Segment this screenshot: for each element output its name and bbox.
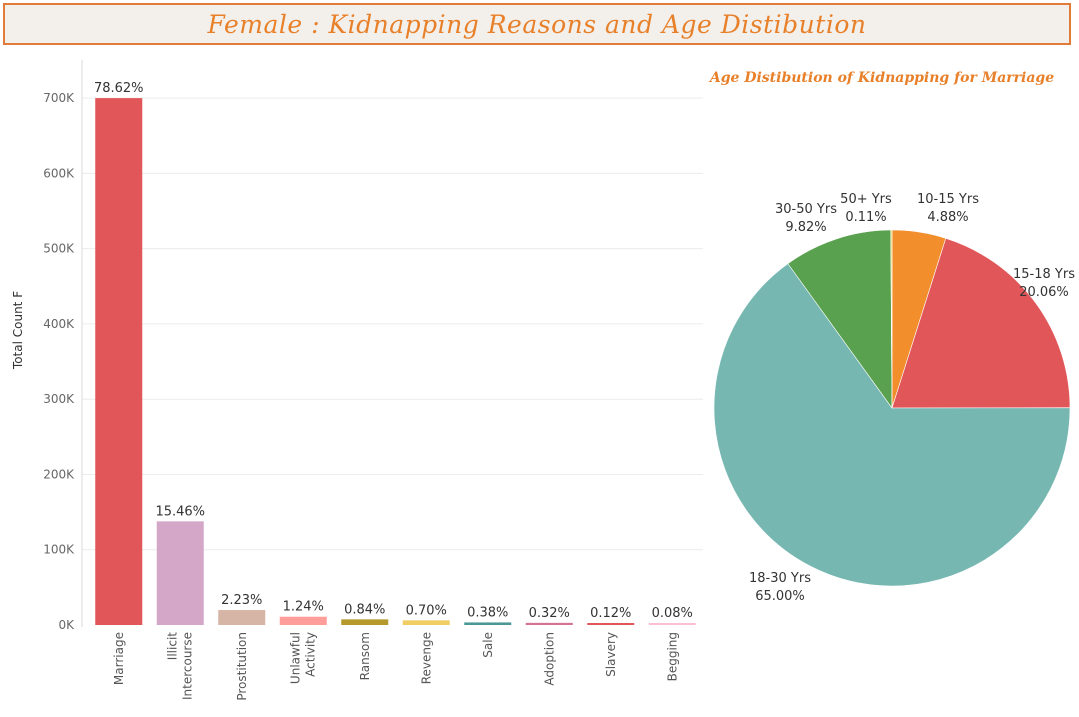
pie-slice[interactable]: [891, 237, 1071, 409]
bar-data-label: 0.70%: [406, 603, 447, 618]
bar[interactable]: [279, 616, 327, 625]
bar-y-tick-label: 300K: [43, 392, 75, 406]
bar-y-tick-label: 0K: [58, 618, 75, 632]
bar-data-label: 0.84%: [344, 602, 385, 617]
bar-category-label: Ransom: [358, 632, 372, 680]
bar[interactable]: [648, 623, 696, 625]
pie-slice-percent: 0.11%: [845, 210, 886, 225]
pie-slice-percent: 9.82%: [785, 220, 826, 235]
bar[interactable]: [156, 521, 204, 625]
pie-slice[interactable]: [713, 263, 1071, 587]
bar-data-label: 15.46%: [155, 504, 205, 519]
bar-series: 78.62% 15.46% 2.23% 1.24% 0.84% 0.70% 0.38% 0.3…: [94, 81, 696, 626]
bar-y-tick-label: 400K: [43, 317, 75, 331]
bar-category-label: Slavery: [604, 632, 618, 677]
bar[interactable]: [464, 622, 512, 625]
bar-y-axis-title: Total Count F: [11, 291, 25, 370]
bar-data-label: 0.32%: [529, 606, 570, 621]
bar-y-axis: 0K 100K 200K 300K 400K 500K 600K 700K: [43, 60, 83, 632]
bar-data-label: 78.62%: [94, 81, 144, 96]
bar-category-label: Unlawful: [288, 632, 302, 684]
bar-x-axis: Marriage Illicit Intercourse Prostitution Un…: [112, 632, 680, 701]
bar-data-label: 0.38%: [467, 605, 508, 620]
bar-chart: 0K 100K 200K 300K 400K 500K 600K 700K Total Cou…: [11, 60, 703, 701]
pie-slice-name: 10-15 Yrs: [917, 192, 979, 207]
bar-data-label: 2.23%: [221, 593, 262, 608]
pie-slice-percent: 4.88%: [927, 210, 968, 225]
bar-gridlines: [82, 97, 703, 551]
pie-slice[interactable]: [891, 229, 947, 409]
bar-category-label: Revenge: [419, 632, 433, 684]
bar-data-label: 1.24%: [283, 600, 324, 615]
pie-slice-percent: 20.06%: [1019, 285, 1069, 300]
bar-y-tick-label: 100K: [43, 543, 75, 557]
pie-slices: [713, 229, 1071, 587]
bar[interactable]: [341, 619, 389, 625]
bar-data-label: 0.08%: [652, 606, 693, 621]
bar-category-label: Prostitution: [235, 632, 249, 701]
bar[interactable]: [95, 98, 143, 626]
pie-slice-name: 15-18 Yrs: [1013, 267, 1075, 282]
pie-labels: 10-15 Yrs 4.88% 15-18 Yrs 20.06% 18-30 Yrs 65…: [749, 192, 1075, 604]
bar-category-label: Illicit: [165, 632, 179, 660]
bar-y-tick-label: 600K: [43, 166, 75, 180]
bar-category-label: Adoption: [542, 632, 556, 686]
bar-category-label: Marriage: [112, 632, 126, 685]
pie-slice[interactable]: [787, 229, 893, 409]
bar-category-label: Sale: [481, 632, 495, 658]
bar-y-tick-label: 700K: [43, 91, 75, 105]
bar[interactable]: [402, 620, 450, 625]
dashboard-title: Female : Kidnapping Reasons and Age Dist…: [207, 9, 867, 39]
bar-category-label: Activity: [303, 632, 317, 677]
bar[interactable]: [218, 610, 266, 625]
bar[interactable]: [525, 622, 573, 625]
bar-category-label: Begging: [665, 632, 679, 681]
bar-category-label: Intercourse: [180, 632, 194, 700]
bar-y-tick-label: 200K: [43, 467, 75, 481]
pie-slice-name: 30-50 Yrs: [775, 202, 837, 217]
pie-slice-name: 50+ Yrs: [840, 192, 892, 207]
bar[interactable]: [587, 623, 635, 625]
bar-y-tick-label: 500K: [43, 242, 75, 256]
pie-slice-name: 18-30 Yrs: [749, 571, 811, 586]
dashboard-title-bar: Female : Kidnapping Reasons and Age Dist…: [3, 3, 1071, 45]
pie-slice[interactable]: [890, 229, 893, 409]
pie-slice-percent: 65.00%: [755, 589, 805, 604]
pie-chart-title: Age Distibution of Kidnapping for Marria…: [708, 70, 1054, 86]
bar-data-label: 0.12%: [590, 606, 631, 621]
